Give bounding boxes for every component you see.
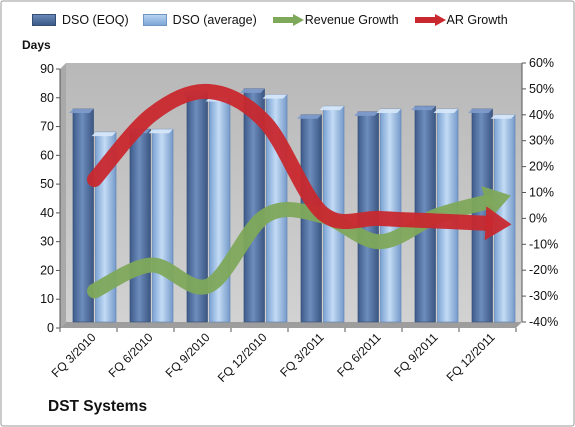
y2-tick-label: 60% [529, 56, 554, 70]
bar-dso-eoq-top [68, 109, 94, 114]
x-tick-label: FQ 6/2011 [334, 330, 384, 380]
legend-swatch-dso-average [142, 14, 167, 26]
y-tick-label: 10 [40, 292, 54, 306]
legend-item-dso-average: DSO (average) [142, 13, 257, 27]
bar-dso-eoq-body [129, 128, 151, 323]
x-tick-label: FQ 12/2011 [444, 330, 498, 384]
legend-label-revenue-growth: Revenue Growth [304, 13, 399, 27]
line-ar-growth-line [87, 83, 494, 231]
legend-label-ar-growth: AR Growth [446, 13, 508, 27]
chart-title: DST Systems [48, 398, 148, 415]
legend-item-ar-growth: AR Growth [413, 13, 508, 27]
y2-tick-label: 30% [529, 134, 554, 148]
y-tick-label: 0 [47, 321, 54, 335]
y2-tick-label: 40% [529, 108, 554, 122]
y-tick-label: 20 [40, 263, 54, 277]
line-ar-growth [87, 83, 512, 241]
y-tick-label: 40 [40, 206, 54, 220]
y-tick-label: 90 [40, 62, 54, 76]
y2-tick-label: 20% [529, 160, 554, 174]
bar-dso-eoq-top [296, 114, 322, 119]
bar-dso-eoq-top [239, 88, 265, 93]
y2-tick-label: 0% [529, 211, 547, 225]
bar-dso-average-top [148, 129, 174, 134]
bar-dso-average-top [376, 109, 402, 114]
y-tick-label: 80 [40, 91, 54, 105]
y2-tick-label: 10% [529, 186, 554, 200]
legend-swatch-dso-eoq [32, 14, 56, 26]
legend-item-revenue-growth: Revenue Growth [271, 13, 399, 27]
bar-dso-average-body [152, 128, 174, 323]
bar-dso-average-top [319, 106, 345, 111]
bar-dso-eoq-top [353, 111, 379, 116]
legend-label-dso-average: DSO (average) [172, 13, 257, 27]
y2-tick-label: 50% [529, 82, 554, 96]
y2-tick-label: -10% [529, 237, 558, 251]
line-ar-growth-arrowhead [484, 206, 512, 241]
x-tick-label: FQ 12/2010 [215, 330, 270, 385]
plot-floor [60, 322, 522, 328]
y2-tick-label: -20% [529, 263, 558, 277]
bar-dso-eoq [239, 88, 265, 323]
y-tick-label: 70 [40, 120, 54, 134]
y-tick-label: 30 [40, 235, 54, 249]
legend-arrow-revenue-icon [272, 14, 304, 26]
legend-item-dso-eoq: DSO (EOQ) [32, 13, 129, 27]
y-axis-title: Days [22, 38, 51, 52]
chart-legend: DSO (EOQ) DSO (average) Revenue Growth A… [32, 10, 522, 30]
bar-dso-eoq-top [410, 106, 436, 111]
y-tick-label: 50 [40, 177, 54, 191]
y2-tick-label: -30% [529, 289, 558, 303]
y2-tick-label: -40% [529, 315, 558, 329]
x-tick-label: FQ 6/2010 [106, 330, 156, 380]
bar-dso-eoq-top [467, 109, 493, 114]
legend-label-dso-eoq: DSO (EOQ) [62, 13, 129, 27]
legend-arrow-ar-icon [414, 14, 446, 26]
x-tick-label: FQ 9/2010 [163, 330, 213, 380]
bar-dso-average-top [490, 114, 516, 119]
bar-dso-average-top [262, 94, 288, 99]
x-tick-label: FQ 9/2011 [391, 330, 441, 380]
y-tick-label: 60 [40, 148, 54, 162]
bar-dso-average-top [91, 132, 117, 137]
x-tick-label: FQ 3/2011 [277, 330, 327, 380]
plot-side-wall [60, 63, 66, 328]
bar-dso-average-top [433, 109, 459, 114]
bar-dso-eoq [68, 108, 94, 323]
x-tick-label: FQ 3/2010 [49, 330, 99, 380]
